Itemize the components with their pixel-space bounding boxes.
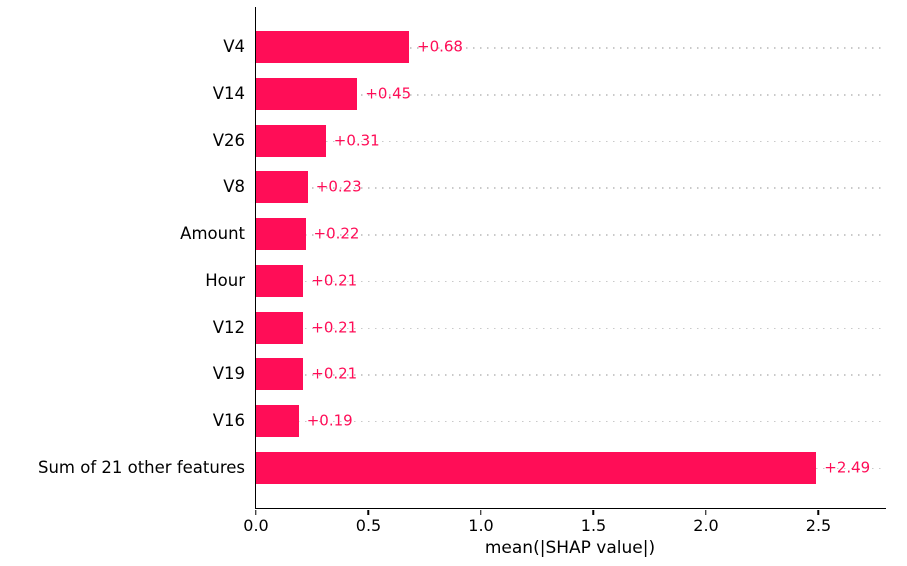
row-gridline <box>256 374 886 376</box>
row-gridline <box>256 140 886 143</box>
row-gridline <box>256 280 886 283</box>
bar-row: Sum of 21 other features +2.49 <box>38 444 886 491</box>
feature-label: Sum of 21 other features <box>37 457 245 477</box>
x-axis-tick: 2.0 <box>693 509 719 535</box>
bar-row: Hour +0.21 <box>205 258 886 305</box>
bar-value-label: +2.49 <box>824 458 871 477</box>
x-tick-mark <box>705 509 707 515</box>
x-tick-label: 1.0 <box>468 515 494 535</box>
feature-label: V8 <box>223 177 245 197</box>
feature-label: V26 <box>212 130 245 150</box>
shap-bar <box>256 264 304 297</box>
shap-bar <box>256 31 409 64</box>
bar-row: V12 +0.21 <box>213 304 886 351</box>
feature-label: Amount <box>180 223 245 243</box>
bar-rows-container: V4 +0.68 V14 +0.45 V26 +0.31 V8 +0.23 Amount +0.2… <box>38 7 886 508</box>
x-axis-tick: 0.5 <box>355 509 382 535</box>
x-axis-tick: 0.0 <box>243 509 269 535</box>
bar-value-label: +0.21 <box>311 364 358 383</box>
bar-value-label: +0.68 <box>417 37 463 56</box>
x-axis-label: mean(|SHAP value|) <box>484 538 656 558</box>
x-tick-label: 0.0 <box>243 515 269 535</box>
bar-value-label: +0.22 <box>313 224 360 243</box>
x-tick-label: 1.5 <box>580 515 607 535</box>
feature-label: V16 <box>212 410 245 430</box>
x-axis-tick: 1.0 <box>468 509 494 535</box>
row-gridline <box>256 187 886 189</box>
bar-row: V16 +0.19 <box>213 398 886 445</box>
feature-label: Hour <box>205 270 245 290</box>
shap-bar <box>256 358 304 391</box>
bar-value-label: +0.31 <box>333 131 380 150</box>
plot-area: V4 +0.68 V14 +0.45 V26 +0.31 V8 +0.23 Amount +0.2… <box>38 7 886 533</box>
feature-label: V14 <box>212 83 245 103</box>
x-tick-label: 0.5 <box>355 515 382 535</box>
x-tick-mark <box>817 509 820 515</box>
bar-row: V14 +0.45 <box>213 71 886 118</box>
bar-value-label: +0.19 <box>306 411 353 430</box>
shap-bar <box>256 171 308 204</box>
bar-row: V4 +0.68 <box>223 24 886 71</box>
x-tick-mark <box>480 509 482 515</box>
shap-bar <box>256 451 817 484</box>
x-tick-mark <box>367 509 370 515</box>
shap-bar <box>256 78 358 111</box>
x-tick-label: 2.5 <box>805 515 832 535</box>
x-axis-tick: 2.5 <box>805 509 832 535</box>
bar-row: V26 +0.31 <box>213 117 886 164</box>
shap-bar <box>256 311 304 344</box>
bar-row: V8 +0.23 <box>223 164 886 211</box>
row-gridline <box>256 420 886 423</box>
x-axis-tick: 1.5 <box>580 509 607 535</box>
row-gridline <box>256 234 886 236</box>
bar-row: V19 +0.21 <box>213 351 886 398</box>
bar-value-label: +0.21 <box>311 271 358 290</box>
row-gridline <box>256 94 886 96</box>
x-tick-label: 2.0 <box>693 515 719 535</box>
x-tick-mark <box>255 509 257 515</box>
x-tick-mark <box>592 509 595 515</box>
feature-label: V4 <box>223 37 245 57</box>
feature-label: V19 <box>212 364 245 384</box>
bar-value-label: +0.45 <box>365 84 412 103</box>
bar-value-label: +0.23 <box>315 177 362 196</box>
feature-label: V12 <box>212 317 245 337</box>
row-gridline <box>256 327 886 330</box>
shap-bar <box>256 218 306 251</box>
bar-value-label: +0.21 <box>311 318 358 337</box>
shap-bar <box>256 404 299 437</box>
row-gridline <box>256 47 886 49</box>
bar-row: Amount +0.22 <box>180 211 886 258</box>
shap-bar <box>256 124 326 157</box>
